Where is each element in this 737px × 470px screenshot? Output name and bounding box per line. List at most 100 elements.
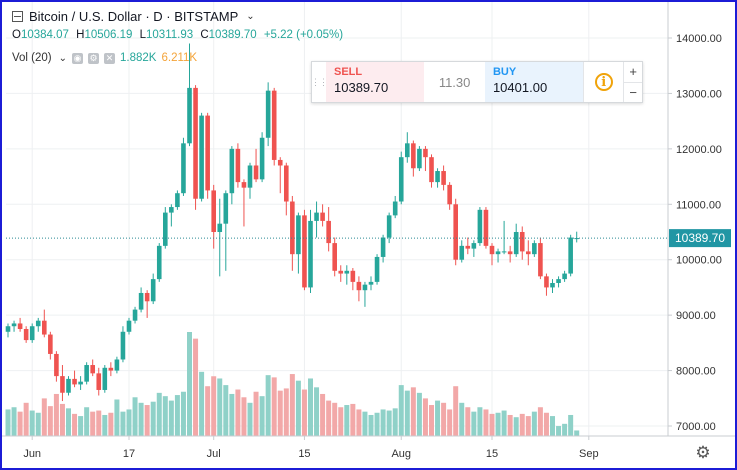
candle-body — [11, 323, 17, 327]
candle-body — [405, 143, 410, 158]
volume-bar — [108, 412, 114, 436]
volume-bar — [392, 408, 398, 436]
ohlc-low-key: L — [139, 29, 147, 41]
info-button[interactable]: i — [583, 62, 623, 102]
chevron-down-icon[interactable]: ⌄ — [246, 11, 255, 22]
candle-body — [471, 243, 477, 249]
ohlc-close-value: 10389.70 — [208, 29, 257, 41]
buy-button[interactable]: BUY 10401.00 — [484, 62, 584, 102]
chevron-down-icon[interactable]: ⌄ — [58, 52, 68, 64]
candle-body — [398, 157, 404, 202]
volume-bar — [253, 391, 259, 436]
time-axis[interactable]: Jun 17 Jul 15 Aug 15 Sep — [23, 436, 599, 460]
volume-bar — [429, 405, 434, 436]
price-tick-label: 9000.00 — [676, 310, 716, 322]
candle-body — [54, 353, 59, 377]
volume-bar — [459, 402, 465, 436]
volume-legend[interactable]: Vol (20) ⌄ ◉ ⚙ ✕ 1.882K 6.211K — [12, 52, 197, 64]
ohlc-high-key: H — [76, 29, 85, 41]
volume-bar — [483, 409, 489, 436]
price-tick-label: 11000.00 — [676, 199, 721, 211]
volume-bar — [90, 411, 96, 436]
settings-icon[interactable]: ⚙ — [88, 52, 100, 64]
sell-button[interactable]: SELL 10389.70 — [326, 62, 425, 102]
buy-price: 10401.00 — [492, 80, 548, 95]
price-tick-label: 10000.00 — [676, 255, 722, 267]
volume-label[interactable]: Vol (20) — [12, 52, 52, 64]
candle-body — [489, 245, 495, 255]
minus-square-icon[interactable] — [12, 11, 23, 22]
candle-body — [501, 251, 507, 253]
symbol-header[interactable]: Bitcoin / U.S. Dollar · D · BITSTAMP ⌄ — [12, 9, 255, 24]
candle-body — [526, 251, 531, 255]
candle-body — [96, 373, 102, 390]
candle-body — [344, 270, 350, 274]
minus-button[interactable]: − — [629, 84, 637, 100]
price-tick-label: 12000.00 — [676, 144, 722, 156]
candle-body — [296, 215, 301, 255]
plus-button[interactable]: + — [624, 62, 642, 83]
volume-bar — [96, 410, 102, 436]
eye-icon[interactable]: ◉ — [72, 52, 84, 64]
gear-icon[interactable]: ⚙ — [695, 443, 711, 462]
candle-body — [302, 215, 307, 288]
volume-bar — [72, 413, 78, 436]
candle-body — [435, 171, 440, 183]
candle-body — [483, 209, 489, 246]
volume-bar — [531, 411, 537, 436]
candle-body — [465, 245, 471, 249]
volume-bar — [277, 390, 283, 436]
symbol-title[interactable]: Bitcoin / U.S. Dollar · D · BITSTAMP — [29, 9, 239, 24]
candle-body — [90, 365, 95, 374]
volume-bar — [422, 398, 428, 436]
time-tick-label: 17 — [123, 448, 135, 460]
volume-bar — [380, 409, 386, 436]
candle-body — [181, 143, 186, 194]
candle-body — [42, 320, 47, 335]
volume-bar — [350, 403, 356, 436]
candle-body — [308, 220, 313, 288]
volume-bar — [241, 397, 247, 436]
volume-bar — [362, 411, 368, 436]
candle-body — [102, 367, 108, 390]
ohlc-high-value: 10506.19 — [84, 29, 133, 41]
ohlc-low-value: 10311.93 — [146, 29, 194, 41]
candle-body — [205, 115, 210, 191]
volume-bar — [259, 396, 265, 436]
info-icon[interactable]: i — [594, 73, 613, 91]
quantity-stepper[interactable]: + − — [623, 62, 642, 102]
volume-bar — [308, 378, 313, 436]
time-tick-label: Sep — [579, 448, 599, 460]
candle-body — [513, 232, 519, 255]
candle-body — [241, 182, 247, 188]
drag-handle-icon[interactable]: ⋮⋮ — [311, 76, 328, 87]
volume-bar — [550, 416, 555, 436]
volume-bar — [562, 423, 568, 436]
price-axis[interactable]: 14000.00 13000.00 12000.00 11000.00 10000.00… — [668, 33, 722, 433]
volume-bar — [41, 398, 47, 436]
candle-body — [350, 270, 356, 282]
candle-body — [132, 309, 138, 321]
volume-bar — [162, 396, 168, 436]
candle-body — [60, 376, 65, 393]
candle-body — [568, 237, 573, 274]
candle-body — [284, 165, 289, 202]
candle-body — [247, 165, 253, 188]
price-tick-label: 13000.00 — [676, 88, 722, 100]
time-tick-label: 15 — [298, 448, 310, 460]
volume-bar — [326, 400, 332, 436]
candle-body — [332, 243, 337, 271]
time-tick-label: Jun — [23, 448, 41, 460]
candle-body — [519, 232, 525, 252]
volume-bar — [489, 413, 495, 436]
ohlc-close-key: C — [200, 29, 209, 41]
candle-body — [453, 204, 458, 260]
candle-body — [84, 365, 89, 382]
candle-body — [386, 215, 392, 238]
volume-bar — [17, 411, 23, 436]
close-icon[interactable]: ✕ — [104, 52, 116, 64]
volume-bar — [435, 400, 441, 436]
candle-body — [259, 137, 265, 180]
volume-bar — [344, 405, 350, 436]
